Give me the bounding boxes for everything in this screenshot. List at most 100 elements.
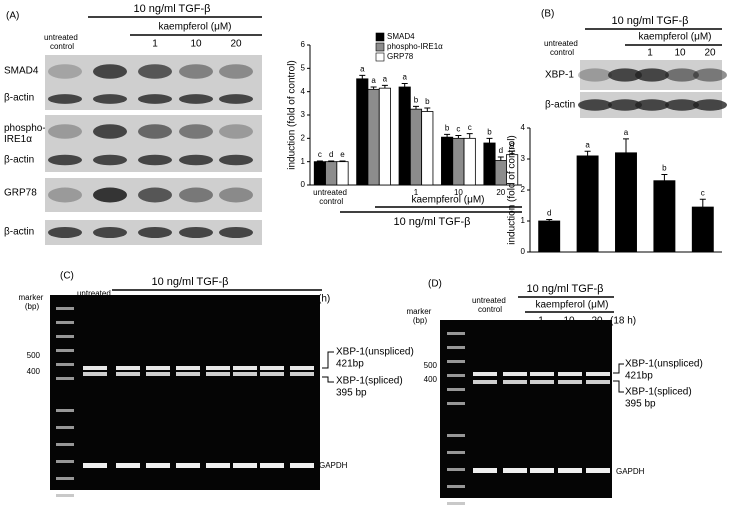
blot-band [93,227,127,238]
bracket [613,363,624,393]
error-bar [584,150,591,156]
bar [313,161,326,186]
legend-label: phospho-IRE1α [387,42,443,51]
significance-label: a [383,74,388,83]
blot-band [219,227,253,238]
marker-band [56,426,74,429]
error-bar [444,133,451,138]
gel-band [530,372,554,376]
blot-band [179,154,213,166]
blot-band [138,94,172,104]
gel-band [146,372,170,376]
compound: kaempferol (μM) [536,300,609,311]
gel [50,295,320,490]
marker-band [56,409,74,412]
blot-band [93,154,127,166]
gel-band [176,463,200,468]
error-bar [424,107,431,112]
gel-band [233,463,257,468]
blot-band [179,94,213,104]
significance-label: e [340,150,345,159]
row-label: GRP78 [4,188,37,199]
significance-label: b [662,164,667,173]
blot-band [608,99,642,111]
gel-band [530,380,554,384]
error-bar [699,198,706,208]
blot-band [693,68,727,82]
significance-label: a [371,76,376,85]
marker-band [56,307,74,310]
error-bar [328,160,335,162]
size-label: 500 [424,361,438,370]
gel-band [260,372,284,376]
blot-band [219,64,253,79]
blot-band [48,94,82,104]
legend-swatch [375,52,385,62]
gel-band [233,372,257,376]
blot-band [608,68,642,82]
row-label: β-actin [4,93,34,104]
blot-band [179,187,213,203]
row-label: XBP-1 [545,70,574,81]
blot-band [179,64,213,79]
gel-band [83,463,107,468]
y-axis-label: induction (fold of control) [507,135,518,245]
band-label: XBP-1(unspliced) [336,347,414,358]
gel-band [146,366,170,370]
bar [452,137,465,186]
error-bar [401,83,408,87]
blot-band [219,154,253,166]
blot-band [219,94,253,104]
bar [538,220,561,253]
y-axis-label: induction (fold of control) [287,60,298,170]
marker-band [447,434,465,437]
bar [356,78,369,186]
blot-band [635,99,669,111]
compound: kaempferol (μM) [159,22,232,33]
blot-band [578,68,612,82]
marker-band [447,451,465,454]
significance-label: c [468,123,472,132]
significance-label: d [329,150,333,159]
marker-band [56,363,74,366]
bar [691,206,714,253]
blot-band [93,94,127,104]
dose: 1 [647,48,653,59]
bar [421,111,434,186]
y-tick-label: 2 [301,133,306,142]
group-label: 10 ng/ml TGF-β [393,216,470,228]
gel-band [206,463,230,468]
bracket [322,351,334,383]
gel-band [473,380,497,384]
band-label: XBP-1(unspliced) [625,359,703,370]
bar [409,108,423,186]
error-bar [546,218,553,221]
blot-band [93,187,127,203]
bar [336,161,349,186]
band-label: GAPDH [616,467,645,476]
marker-band [56,494,74,497]
gel-band [473,372,497,376]
band-label: XBP-1(spliced) [336,376,403,387]
bar [398,86,411,186]
marker-band [447,502,465,505]
time-unit: (h) [318,294,330,305]
significance-label: a [402,73,407,82]
blot-band [138,124,172,139]
marker-band [447,332,465,335]
blot-band [179,124,213,139]
error-bar [455,135,462,139]
control-label: untreated control [544,39,580,57]
size-label: 400 [424,375,438,384]
significance-label: d [510,140,514,149]
significance-label: c [456,125,460,134]
gel-band [558,380,582,384]
marker-label: marker (bp) [406,307,433,325]
blot-band [665,99,699,111]
y-tick-label: 1 [301,157,306,166]
size-label: 500 [27,351,41,360]
row-label: β-actin [4,227,34,238]
band-label: XBP-1(spliced) [625,387,692,398]
